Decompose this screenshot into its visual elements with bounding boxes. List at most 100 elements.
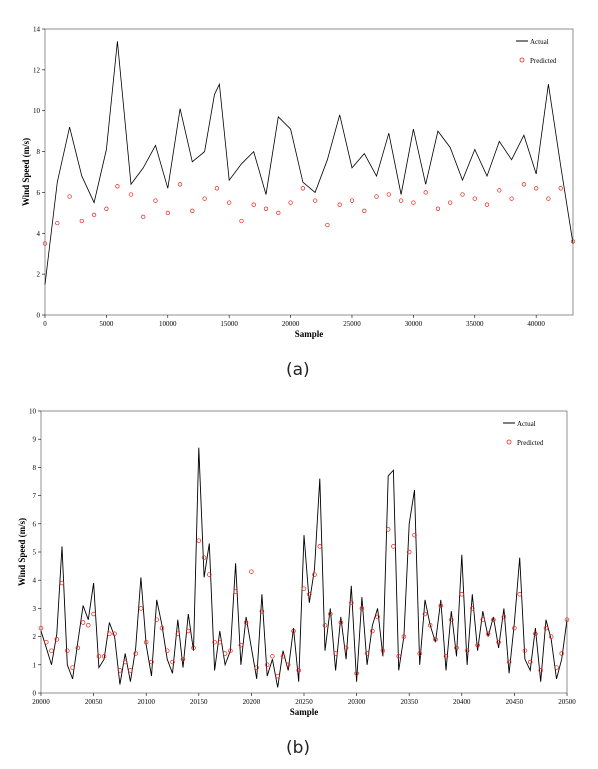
y-tick-label: 14 (33, 26, 41, 34)
predicted-point (300, 186, 306, 191)
predicted-point (343, 645, 349, 651)
predicted-point (67, 194, 72, 199)
x-tick-label: 30000 (405, 320, 423, 328)
predicted-point (412, 532, 417, 538)
predicted-point (559, 651, 564, 656)
predicted-point (159, 625, 165, 631)
y-axis-label: Wind Speed (m/s) (17, 518, 27, 586)
legend-actual-label: Actual (530, 38, 549, 46)
series-actual-line (44, 41, 574, 285)
predicted-point (433, 637, 438, 642)
predicted-point (427, 623, 433, 628)
y-tick-label: 6 (37, 189, 41, 197)
legend-predicted-label: Predicted (517, 439, 544, 447)
series-actual-line (40, 447, 568, 688)
predicted-point (49, 648, 54, 653)
x-tick-label: 20000 (32, 698, 50, 706)
x-tick-label: 40000 (527, 320, 545, 328)
y-tick-label: 12 (33, 66, 41, 74)
y-tick-label: 10 (29, 408, 37, 416)
predicted-point (201, 555, 207, 560)
x-tick-label: 20100 (137, 698, 155, 706)
predicted-point (328, 611, 333, 617)
predicted-point (558, 186, 563, 191)
predicted-point (79, 218, 84, 224)
y-tick-label: 8 (33, 464, 37, 472)
predicted-point (534, 186, 539, 191)
predicted-point (506, 659, 512, 665)
predicted-point (480, 617, 486, 622)
predicted-point (464, 648, 470, 653)
predicted-point (312, 572, 317, 577)
predicted-point (65, 648, 70, 653)
x-tick-label: 20000 (282, 320, 300, 328)
predicted-point (112, 631, 117, 637)
predicted-point (270, 654, 275, 659)
predicted-point (406, 549, 412, 555)
predicted-point (214, 186, 220, 191)
predicted-point (354, 671, 359, 676)
predicted-point (485, 631, 491, 637)
predicted-point (138, 606, 144, 611)
legend-actual-label: Actual (517, 420, 536, 428)
y-tick-label: 8 (37, 148, 41, 156)
predicted-point (448, 200, 453, 205)
predicted-point (96, 654, 102, 659)
predicted-point (177, 182, 183, 187)
predicted-point (212, 639, 217, 645)
predicted-point (548, 634, 554, 639)
predicted-point (153, 198, 158, 203)
predicted-point (470, 606, 475, 611)
predicted-point (364, 651, 370, 656)
x-axis-label: Sample (290, 707, 319, 717)
y-tick-label: 7 (33, 492, 37, 500)
predicted-point (517, 592, 522, 597)
plot-frame (40, 410, 568, 694)
predicted-point (122, 659, 128, 665)
predicted-point (554, 665, 559, 670)
predicted-point (164, 648, 170, 653)
predicted-point (42, 241, 48, 246)
predicted-point (228, 648, 233, 653)
predicted-point (533, 631, 538, 637)
predicted-point (115, 184, 120, 189)
predicted-point (233, 589, 238, 594)
predicted-point (75, 645, 81, 651)
predicted-point (386, 192, 391, 197)
predicted-point (222, 651, 228, 656)
predicted-point (80, 620, 86, 625)
x-tick-label: 20500 (558, 698, 576, 706)
predicted-point (190, 208, 195, 213)
predicted-point (101, 654, 107, 659)
predicted-point (312, 198, 318, 203)
predicted-point (249, 569, 254, 574)
predicted-point (291, 628, 296, 634)
predicted-point (546, 196, 551, 201)
predicted-point (417, 651, 422, 656)
predicted-point (449, 617, 454, 622)
predicted-point (543, 625, 549, 631)
predicted-point (285, 662, 291, 668)
predicted-point (196, 538, 202, 543)
panel-a-label: (a) (286, 360, 310, 380)
predicted-point (423, 190, 428, 195)
predicted-point (141, 214, 146, 220)
predicted-point (259, 608, 265, 614)
legend-predicted-marker (506, 439, 512, 445)
predicted-point (243, 620, 249, 625)
x-tick-label: 20400 (453, 698, 471, 706)
predicted-point (288, 200, 293, 205)
predicted-point (362, 208, 367, 213)
chart-panel-b: 0 1 2 3 4 5 6 7 8 9 10 20000 20050 20100 20150 20200 202… (17, 408, 576, 718)
predicted-point (251, 202, 256, 207)
predicted-point (86, 623, 91, 628)
predicted-point (217, 639, 223, 645)
predicted-point (133, 651, 138, 656)
y-tick-label: 3 (33, 605, 37, 613)
predicted-point (435, 206, 441, 211)
predicted-point (180, 656, 186, 662)
predicted-point (385, 527, 391, 532)
x-tick-label: 20150 (190, 698, 208, 706)
predicted-point (391, 544, 396, 549)
